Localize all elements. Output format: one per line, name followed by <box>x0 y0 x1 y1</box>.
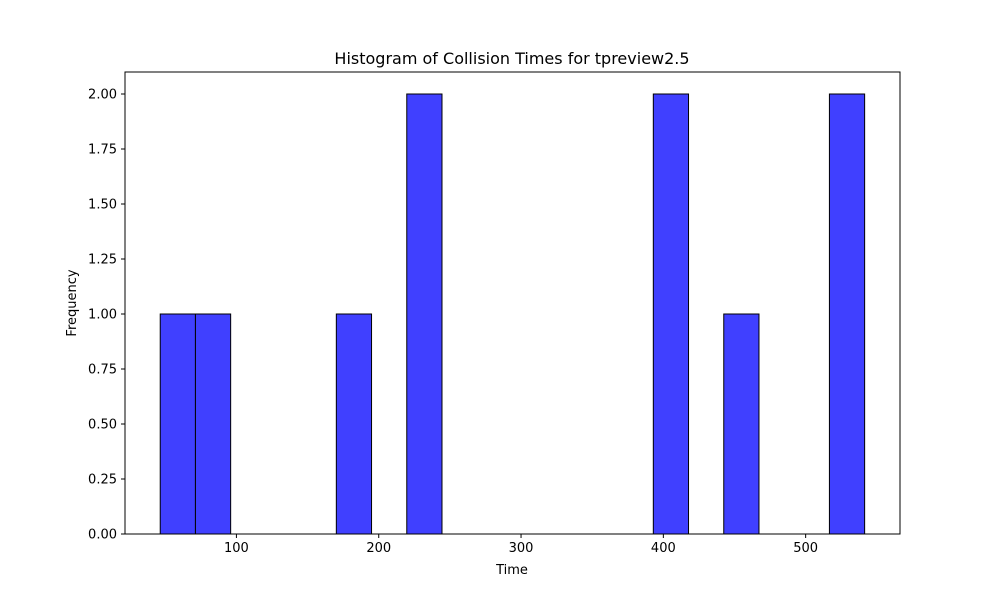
histogram-bar-5 <box>652 93 690 535</box>
histogram-bar-2 <box>194 313 232 535</box>
histogram-bar-4 <box>406 93 443 535</box>
y-tick-label: 1.75 <box>88 143 117 158</box>
y-tick-label: 1.50 <box>88 198 117 213</box>
y-tick-label: 0.25 <box>88 473 117 488</box>
histogram-bar-1 <box>159 313 196 535</box>
x-axis-ticks: 100 200 300 400 500 <box>224 534 818 556</box>
y-tick-label: 2.00 <box>88 88 117 103</box>
x-tick-label: 200 <box>366 541 391 556</box>
y-tick-label: 0.75 <box>88 363 117 378</box>
y-tick-label: 1.25 <box>88 253 117 268</box>
y-axis-ticks: 0.00 0.25 0.50 0.75 1.00 1.25 1.50 1.75 2.00 <box>88 88 125 543</box>
x-tick-label: 300 <box>509 541 534 556</box>
x-tick-label: 100 <box>224 541 249 556</box>
x-axis-label: Time <box>495 563 528 578</box>
x-tick-label: 500 <box>793 541 818 556</box>
y-tick-label: 0.00 <box>88 528 117 543</box>
x-tick-label: 400 <box>651 541 676 556</box>
plot-frame <box>124 71 901 535</box>
chart-title: Histogram of Collision Times for tprevie… <box>334 49 689 68</box>
y-tick-label: 0.50 <box>88 418 117 433</box>
bars-group <box>159 93 866 535</box>
histogram-bar-7 <box>828 93 866 535</box>
histogram-bar-6 <box>723 313 760 535</box>
y-tick-label: 1.00 <box>88 308 117 323</box>
y-axis-label: Frequency <box>65 269 80 336</box>
histogram-bar-3 <box>335 313 373 535</box>
